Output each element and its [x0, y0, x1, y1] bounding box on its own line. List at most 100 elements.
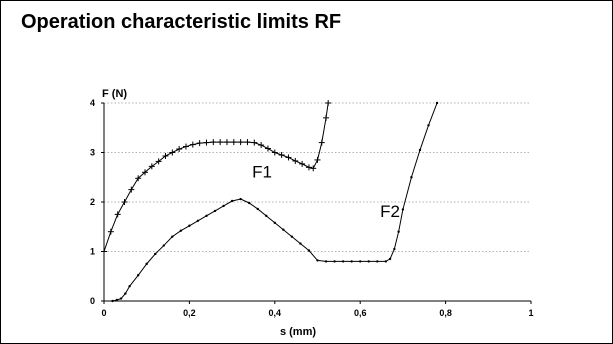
series-2-point: [162, 244, 165, 247]
y-tick-label-0: 0: [90, 296, 95, 306]
series-2-point: [384, 260, 388, 263]
series-1-point: [271, 149, 278, 156]
series-1-point: [285, 154, 292, 161]
series-2-point: [188, 224, 191, 227]
series-2-point: [299, 242, 302, 245]
series-2-point: [376, 260, 379, 263]
series-2-point: [401, 208, 405, 211]
series-2-point: [359, 260, 362, 263]
series-2-point: [388, 257, 392, 261]
series-2-point: [324, 260, 328, 263]
series-1-point: [210, 139, 217, 146]
x-tick-label-2: 0,4: [269, 308, 282, 318]
series-2-point: [179, 229, 183, 232]
series-1-point: [182, 143, 189, 150]
y-axis-label: F (N): [102, 88, 127, 100]
series-2-point: [145, 262, 148, 266]
series-1-point: [237, 139, 244, 146]
series-2-point: [316, 259, 319, 262]
series-2-point: [367, 260, 370, 263]
series-1-point: [310, 165, 317, 172]
curve-label-f1: F1: [252, 162, 272, 181]
series-1-point: [114, 211, 121, 218]
series-1-point: [305, 164, 312, 171]
series-2-point: [393, 247, 396, 251]
series-1-point: [141, 169, 148, 176]
series-1-point: [135, 175, 142, 182]
series-1-point: [325, 100, 332, 106]
series-1-point: [148, 163, 155, 170]
series-2-point: [350, 260, 353, 263]
series-layer: [101, 100, 439, 303]
series-1-point: [314, 156, 321, 163]
axes-layer: 0 1 2 3 4 0 0,2 0,4 0,6 0,8 1: [90, 98, 534, 318]
series-2-point: [171, 235, 174, 238]
series-2-point: [239, 197, 242, 201]
series-1-point: [292, 157, 299, 164]
series-2-point: [128, 284, 131, 288]
label-layer: F (N) s (mm) F1 F2: [102, 88, 400, 338]
series-2-point: [230, 199, 234, 203]
series-1-point: [169, 149, 176, 156]
series-1-point: [318, 139, 325, 146]
series-2-point: [273, 221, 276, 224]
series-1-point: [323, 114, 330, 121]
x-tick-label-5: 1: [528, 308, 533, 318]
series-2-point: [213, 209, 217, 213]
series-2-point: [111, 299, 114, 303]
series-2-point: [435, 101, 439, 105]
series-1-point: [121, 199, 128, 205]
series-2-point: [115, 298, 119, 302]
x-tick-label-4: 0,8: [439, 308, 452, 318]
series-2-point: [265, 214, 268, 218]
series-2-point: [307, 249, 311, 252]
y-tick-label-2: 2: [90, 197, 95, 207]
series-2-point: [427, 124, 430, 127]
x-tick-label-3: 0,6: [354, 308, 367, 318]
series-1-point: [223, 139, 230, 146]
series-1-point: [258, 142, 265, 149]
series-2-point: [196, 219, 200, 223]
series-2-point: [124, 292, 127, 295]
series-2-point: [205, 214, 208, 218]
page-title: Operation characteristic limits RF: [21, 11, 342, 33]
x-tick-label-0: 0: [101, 308, 106, 318]
series-1-point: [101, 248, 107, 255]
curve-label-f2: F2: [380, 202, 400, 221]
x-axis-label: s (mm): [280, 326, 316, 338]
series-2-point: [256, 207, 259, 211]
grid-layer: [104, 102, 531, 252]
series-2-point: [247, 201, 251, 205]
series-1-line: [103, 102, 329, 252]
series-2-point: [136, 274, 140, 277]
series-2-point: [333, 260, 336, 263]
series-1-point: [251, 139, 258, 146]
series-1-point: [155, 158, 162, 165]
series-1-point: [196, 140, 203, 147]
series-2-point: [397, 230, 400, 233]
series-2-point: [119, 297, 123, 300]
series-2-point: [410, 176, 413, 179]
series-1-point: [189, 141, 196, 148]
series-1-point: [217, 139, 224, 146]
series-2-point: [290, 235, 294, 238]
series-1-point: [264, 145, 271, 152]
y-tick-label-3: 3: [90, 148, 95, 158]
series-1-point: [278, 151, 285, 158]
series-1-point: [244, 139, 251, 146]
series-1-point: [203, 139, 210, 146]
series-1-point: [162, 152, 169, 159]
y-tick-label-4: 4: [90, 98, 95, 108]
series-1-point: [299, 160, 306, 167]
x-tick-label-1: 0,2: [183, 308, 196, 318]
series-2-point: [222, 204, 225, 208]
series-1-point: [176, 146, 183, 153]
series-2-point: [418, 148, 422, 152]
series-2-point: [282, 228, 285, 231]
series-1-point: [107, 228, 114, 235]
y-tick-label-1: 1: [90, 247, 95, 257]
series-1-point: [128, 186, 135, 193]
series-1-point: [230, 139, 237, 146]
